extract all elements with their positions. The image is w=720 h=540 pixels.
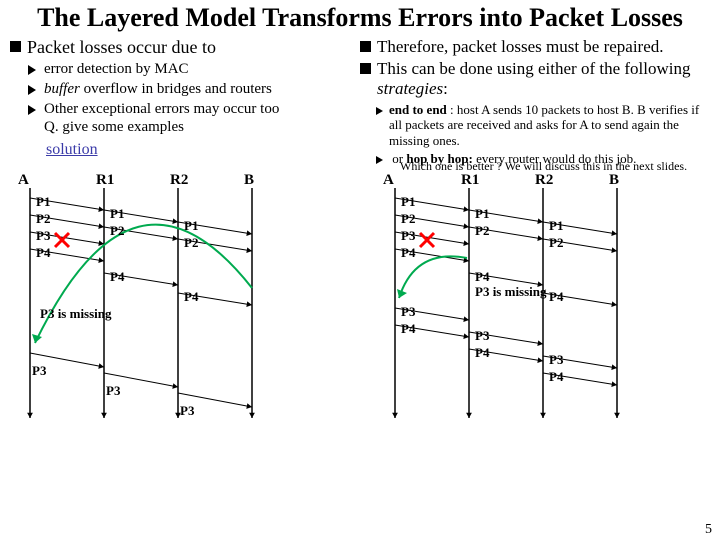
left-item-2: Other exceptional errors may occur too Q…	[44, 100, 279, 136]
discuss-text: Which one is better ? We will discuss th…	[400, 160, 710, 173]
packet-label: P3	[549, 352, 563, 368]
packet-label: P2	[549, 235, 563, 251]
packet-resend: P3	[180, 403, 194, 419]
solution-link[interactable]: solution	[46, 140, 360, 159]
slide-title: The Layered Model Transforms Errors into…	[0, 0, 720, 35]
missing-label: P3 is missing	[475, 284, 547, 300]
packet-label: P4	[401, 321, 415, 337]
left-heading: Packet losses occur due to	[27, 37, 216, 59]
packet-label: P4	[401, 245, 415, 261]
packet-label: P4	[36, 245, 50, 261]
triangle-bullet-icon	[376, 107, 383, 115]
page-number: 5	[705, 522, 712, 538]
node-label-R1: R1	[96, 172, 114, 189]
text-columns: Packet losses occur due to error detecti…	[0, 35, 720, 169]
packet-label: P4	[475, 269, 489, 285]
diagrams-area: AR1R2BP1P2P3P4P1P2P1P2P4P4P3 is missingP…	[0, 168, 720, 448]
node-label-R2: R2	[170, 172, 188, 189]
right-column: Therefore, packet losses must be repaire…	[360, 35, 710, 169]
packet-label: P1	[36, 194, 50, 210]
packet-label: P3	[401, 304, 415, 320]
packet-label: P4	[475, 345, 489, 361]
packet-label: P1	[549, 218, 563, 234]
left-item-0: error detection by MAC	[44, 60, 189, 78]
packet-resend: P3	[32, 363, 46, 379]
node-label-A: A	[383, 172, 394, 189]
packet-label: P4	[549, 369, 563, 385]
packet-label: P4	[549, 289, 563, 305]
packet-label: P3	[401, 228, 415, 244]
packet-label: P2	[475, 223, 489, 239]
triangle-bullet-icon	[376, 156, 383, 164]
packet-label: P3	[36, 228, 50, 244]
triangle-bullet-icon	[28, 105, 36, 115]
packet-label: P3	[475, 328, 489, 344]
packet-resend: P3	[106, 383, 120, 399]
node-label-R1: R1	[461, 172, 479, 189]
square-bullet-icon	[360, 63, 371, 74]
triangle-bullet-icon	[28, 85, 36, 95]
packet-label: P4	[184, 289, 198, 305]
node-label-R2: R2	[535, 172, 553, 189]
square-bullet-icon	[10, 41, 21, 52]
packet-label: P4	[110, 269, 124, 285]
right-sub-0: end to end : host A sends 10 packets to …	[389, 102, 710, 149]
right-item-1: This can be done using either of the fol…	[377, 59, 710, 100]
packet-label: P1	[110, 206, 124, 222]
node-label-A: A	[18, 172, 29, 189]
packet-label: P1	[184, 218, 198, 234]
square-bullet-icon	[360, 41, 371, 52]
left-column: Packet losses occur due to error detecti…	[10, 35, 360, 169]
node-label-B: B	[244, 172, 254, 189]
packet-label: P2	[184, 235, 198, 251]
triangle-bullet-icon	[28, 65, 36, 75]
right-item-0: Therefore, packet losses must be repaire…	[377, 37, 664, 57]
packet-label: P1	[475, 206, 489, 222]
missing-label: P3 is missing	[40, 306, 112, 322]
packet-label: P2	[110, 223, 124, 239]
node-label-B: B	[609, 172, 619, 189]
packet-label: P1	[401, 194, 415, 210]
packet-label: P2	[36, 211, 50, 227]
packet-label: P2	[401, 211, 415, 227]
left-item-1: buffer overflow in bridges and routers	[44, 80, 272, 98]
